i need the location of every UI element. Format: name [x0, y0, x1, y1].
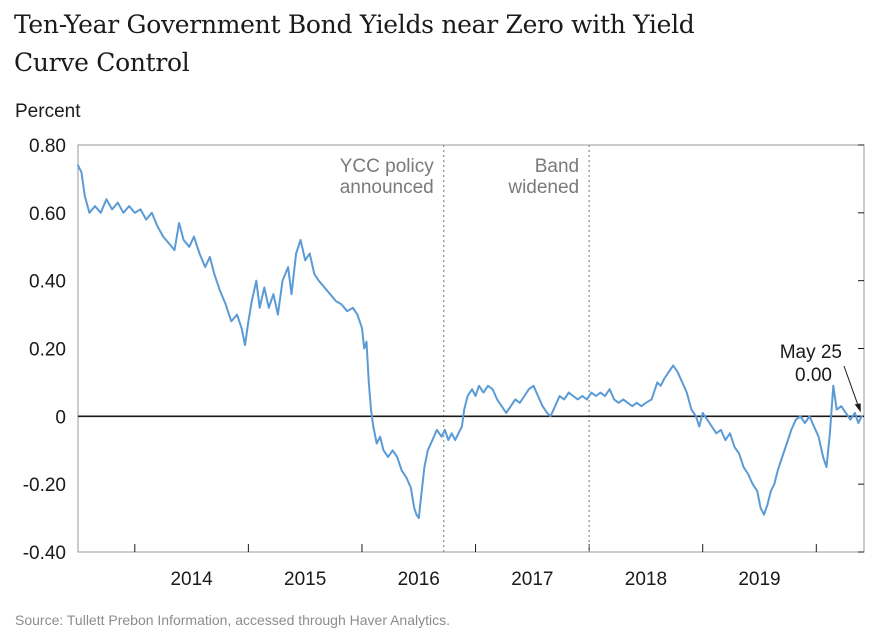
series-line-jgb-10y	[77, 164, 863, 520]
y-tick-label: 0.80	[29, 136, 66, 157]
y-tick-label: 0	[55, 407, 66, 428]
chart-title: Ten-Year Government Bond Yields near Zer…	[14, 10, 695, 77]
event-annotation-line: YCC policy	[340, 156, 434, 177]
y-axis-unit-label: Percent	[15, 101, 81, 122]
y-tick-label: -0.40	[23, 543, 66, 564]
endpoint-callout: May 250.00	[780, 342, 861, 413]
x-tick-label: 2019	[738, 569, 780, 590]
callout-date: May 25	[780, 342, 842, 363]
y-tick-label: 0.20	[29, 340, 66, 361]
y-axis: 0.80 0.60 0.40 0.20 0 -0.20 -0.40	[23, 136, 864, 564]
y-tick-label: -0.20	[23, 475, 66, 496]
callout-arrowhead	[854, 403, 861, 413]
event-annotation-line: Band	[535, 156, 579, 177]
x-tick-label: 2014	[170, 569, 213, 590]
source-note: Source: Tullett Prebon Information, acce…	[15, 612, 451, 628]
event-annotation-line: announced	[340, 177, 434, 198]
x-tick-label: 2016	[398, 569, 440, 590]
callout-value: 0.00	[795, 365, 832, 386]
event-annotation-line: widened	[507, 177, 579, 198]
x-tick-label: 2017	[511, 569, 553, 590]
callout-arrow-line	[843, 365, 860, 408]
x-axis: 2014 2015 2016 2017 2018 2019	[134, 544, 817, 590]
plot-frame	[77, 144, 865, 553]
y-tick-label: 0.60	[29, 204, 66, 225]
y-tick-label: 0.40	[29, 272, 66, 293]
x-tick-label: 2015	[284, 569, 326, 590]
x-tick-label: 2018	[625, 569, 667, 590]
